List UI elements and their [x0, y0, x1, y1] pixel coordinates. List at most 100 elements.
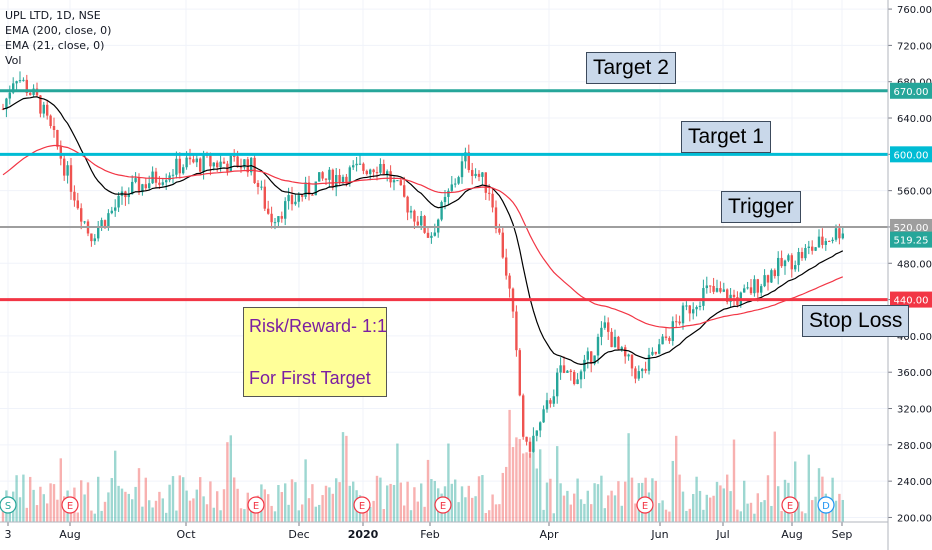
- risk-reward-note[interactable]: Risk/Reward- 1:1 For First Target: [243, 307, 387, 397]
- volume-bar: [165, 512, 168, 522]
- volume-bar: [746, 503, 749, 522]
- volume-bar: [42, 494, 45, 522]
- candle-body: [528, 441, 532, 452]
- candle-body: [239, 167, 243, 169]
- candle-body: [630, 354, 634, 369]
- candle-body: [127, 194, 130, 198]
- candle-body: [236, 156, 239, 168]
- candle-body: [634, 368, 637, 379]
- volume-bar: [280, 492, 283, 522]
- candle-body: [712, 285, 715, 292]
- event-marker[interactable]: [817, 496, 835, 514]
- event-marker[interactable]: [353, 496, 371, 514]
- volume-bar: [114, 450, 117, 522]
- volume-bar: [311, 484, 314, 522]
- volume-bar: [185, 490, 188, 522]
- candle-body: [651, 351, 654, 355]
- candle-body: [144, 184, 147, 189]
- volume-bar: [188, 500, 192, 522]
- candle-body: [352, 165, 355, 168]
- event-marker[interactable]: [247, 496, 265, 514]
- candle-body: [743, 288, 746, 293]
- volume-bar: [382, 509, 385, 522]
- volume-bar: [226, 442, 229, 522]
- volume-bar: [484, 513, 487, 522]
- volume-bar: [175, 510, 178, 522]
- candle-body: [590, 351, 593, 364]
- candle-body: [814, 247, 817, 251]
- x-tick-label: Dec: [288, 528, 309, 541]
- candle-body: [736, 297, 739, 306]
- volume-bar: [318, 504, 321, 522]
- stop-loss-callout[interactable]: Stop Loss: [802, 305, 910, 337]
- volume-bar: [525, 452, 528, 522]
- candle-body: [290, 195, 294, 205]
- volume-bar: [117, 485, 120, 522]
- volume-bar: [195, 489, 198, 522]
- volume-bar: [331, 493, 334, 522]
- volume-bar: [807, 454, 810, 522]
- candle-body: [501, 232, 504, 258]
- volume-bar: [603, 508, 606, 522]
- volume-bar: [243, 509, 246, 522]
- volume-bar: [365, 502, 368, 522]
- volume-bar: [675, 435, 678, 522]
- candle-body: [454, 183, 457, 185]
- volume-bar: [688, 508, 691, 522]
- candle-body: [328, 169, 331, 180]
- event-marker[interactable]: [0, 496, 17, 514]
- volume-bar: [372, 500, 375, 522]
- volume-bar: [681, 491, 685, 522]
- volume-bar: [491, 494, 494, 522]
- volume-bar: [501, 472, 504, 522]
- volume-bar: [141, 506, 144, 522]
- volume-bar: [834, 500, 838, 522]
- candle-body: [481, 172, 484, 177]
- volume-bar: [29, 476, 32, 522]
- candle-body: [545, 400, 549, 410]
- candle-body: [603, 322, 606, 328]
- event-marker-label: E: [642, 501, 648, 512]
- trigger-callout[interactable]: Trigger: [721, 191, 801, 223]
- candle-body: [647, 354, 651, 371]
- volume-bar: [664, 509, 668, 522]
- candle-body: [256, 182, 260, 187]
- candle-body: [185, 157, 188, 168]
- candle-body: [641, 368, 644, 372]
- volume-bar: [770, 505, 773, 522]
- legend-vol: Vol: [5, 54, 22, 67]
- candle-body: [409, 210, 413, 213]
- volume-bar: [630, 477, 634, 522]
- candle-body: [535, 430, 538, 436]
- candle-body: [297, 195, 300, 202]
- candle-body: [562, 365, 566, 373]
- volume-bar: [86, 482, 90, 522]
- candle-body: [263, 186, 266, 209]
- candle-body: [777, 257, 780, 277]
- candle-body: [59, 146, 62, 159]
- candle-body: [301, 195, 304, 197]
- volume-bar: [654, 480, 657, 522]
- candle-body: [624, 347, 627, 357]
- volume-bar: [634, 503, 637, 522]
- candle-body: [171, 174, 175, 176]
- candle-body: [273, 222, 277, 224]
- candle-body: [610, 331, 613, 348]
- candle-body: [209, 155, 212, 167]
- event-marker[interactable]: [61, 496, 79, 514]
- candle-body: [447, 190, 450, 197]
- target2-callout[interactable]: Target 2: [586, 52, 676, 84]
- candle-body: [661, 336, 664, 345]
- event-marker[interactable]: [434, 496, 452, 514]
- candle-body: [389, 171, 392, 183]
- candle-body: [770, 270, 773, 283]
- event-marker[interactable]: [781, 496, 799, 514]
- target1-callout[interactable]: Target 1: [681, 121, 771, 153]
- candle-body: [375, 172, 379, 174]
- candle-body: [413, 210, 416, 222]
- event-marker[interactable]: [636, 496, 654, 514]
- y-tick-label: 760.00: [897, 5, 932, 16]
